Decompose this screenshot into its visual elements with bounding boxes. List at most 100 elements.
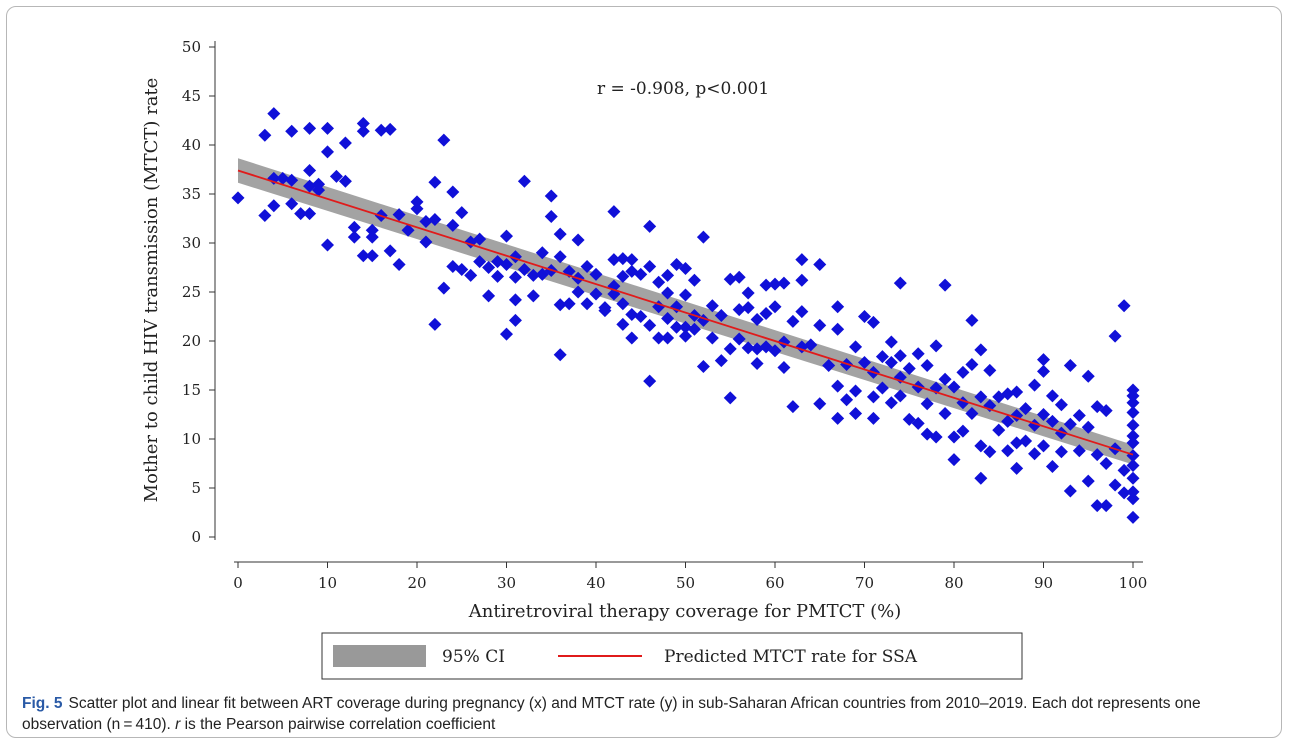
caption-text: Scatter plot and linear fit between ART … — [22, 695, 1201, 733]
data-point — [1126, 396, 1140, 410]
data-point — [1099, 457, 1113, 470]
data-point — [643, 318, 657, 332]
data-point — [276, 171, 290, 185]
data-point — [643, 374, 657, 388]
y-tick-label: 35 — [182, 185, 201, 203]
data-point — [517, 262, 531, 276]
x-tick-label: 100 — [1119, 574, 1148, 592]
data-point — [1126, 449, 1140, 463]
data-point — [1126, 389, 1140, 403]
data-point — [705, 299, 719, 313]
data-point — [643, 260, 657, 274]
data-point — [786, 400, 800, 414]
data-point — [822, 359, 836, 372]
data-point — [312, 183, 326, 197]
data-point — [625, 308, 639, 322]
data-point — [687, 273, 701, 287]
x-tick-label: 80 — [944, 574, 963, 592]
legend: 95% CI Predicted MTCT rate for SSA — [321, 632, 1023, 680]
data-point — [1045, 459, 1059, 473]
data-point — [553, 250, 567, 264]
data-point — [1010, 385, 1024, 399]
data-point — [652, 275, 666, 289]
data-point — [419, 214, 433, 228]
data-point — [965, 358, 979, 372]
data-point — [875, 350, 889, 364]
data-point — [750, 312, 764, 326]
data-point — [687, 322, 701, 336]
data-point — [884, 396, 898, 410]
data-point — [553, 348, 567, 362]
data-point — [553, 298, 567, 312]
data-point — [1117, 486, 1131, 500]
data-point — [831, 300, 845, 314]
data-point — [383, 244, 397, 258]
data-point — [723, 342, 737, 356]
data-point — [321, 145, 334, 159]
data-point — [679, 320, 692, 334]
x-tick-label: 0 — [233, 574, 243, 592]
data-point — [866, 315, 880, 329]
data-point — [1117, 299, 1131, 313]
data-point — [616, 317, 630, 331]
data-point — [1037, 439, 1050, 453]
data-point — [750, 357, 764, 371]
data-point — [741, 301, 755, 315]
data-point — [365, 223, 379, 237]
data-point — [526, 289, 540, 303]
data-point — [696, 230, 710, 244]
data-point — [777, 276, 791, 290]
data-point — [732, 332, 746, 346]
data-point — [267, 107, 281, 121]
data-point — [329, 169, 343, 183]
data-point — [338, 174, 352, 188]
data-point — [508, 313, 522, 327]
data-point — [920, 397, 934, 411]
data-point — [508, 270, 522, 284]
ci-band-area — [238, 158, 1133, 465]
data-point — [365, 249, 379, 263]
data-point — [1063, 359, 1077, 372]
data-point — [321, 238, 334, 252]
data-point — [992, 423, 1006, 437]
data-point — [795, 305, 809, 319]
legend-fit-label: Predicted MTCT rate for SSA — [664, 647, 918, 667]
data-point — [884, 335, 898, 349]
figure-frame — [6, 6, 1282, 738]
data-point — [1037, 353, 1050, 367]
data-point — [884, 356, 898, 370]
data-point — [616, 252, 630, 266]
data-point — [347, 220, 361, 234]
data-point — [1081, 474, 1095, 488]
data-point — [1028, 447, 1042, 461]
data-point — [1072, 444, 1086, 458]
data-point — [947, 380, 961, 394]
y-tick-label: 20 — [182, 332, 201, 350]
fit-line — [237, 169, 1134, 456]
data-point — [392, 258, 406, 272]
data-point — [437, 281, 451, 295]
data-point — [455, 206, 469, 220]
data-point — [589, 267, 603, 281]
data-point — [741, 341, 755, 355]
x-tick-label: 70 — [855, 574, 874, 592]
data-point — [723, 391, 737, 405]
data-point — [1001, 444, 1015, 458]
data-point — [580, 297, 594, 311]
data-point — [956, 424, 970, 438]
data-point — [768, 277, 782, 291]
data-point — [866, 411, 880, 425]
data-point — [267, 199, 281, 213]
data-point — [500, 327, 513, 341]
data-point — [661, 286, 675, 300]
data-point — [303, 163, 317, 177]
data-point — [410, 195, 424, 209]
data-point — [1126, 471, 1140, 485]
x-tick-label: 10 — [318, 574, 337, 592]
data-point — [795, 273, 809, 287]
data-point — [947, 430, 961, 444]
data-point — [679, 329, 692, 343]
data-point — [893, 349, 907, 363]
caption-r-symbol: r — [175, 716, 181, 733]
y-tick-label: 45 — [182, 87, 201, 105]
